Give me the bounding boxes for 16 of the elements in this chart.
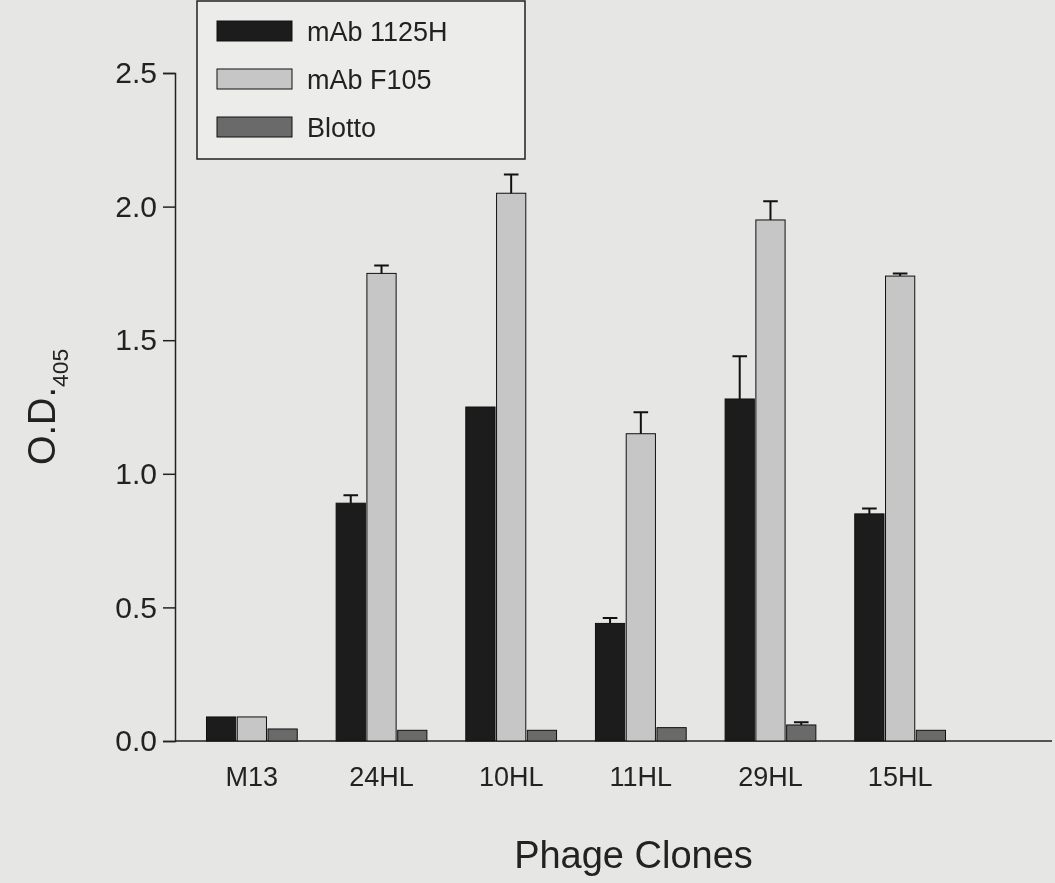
legend-label: mAb 1125H xyxy=(307,17,448,47)
x-axis-title: Phage Clones xyxy=(514,834,753,876)
x-tick-label: 11HL xyxy=(609,762,673,793)
y-tick-label: 1.0 xyxy=(115,456,157,490)
x-tick-label: 24HL xyxy=(349,762,414,793)
x-tick-label: 29HL xyxy=(738,762,803,793)
y-tick-label: 2.5 xyxy=(115,56,157,90)
legend-label: Blotto xyxy=(307,113,377,143)
y-tick-label: 2.0 xyxy=(115,189,157,223)
y-tick-label: 0.5 xyxy=(115,590,157,624)
x-tick-label: M13 xyxy=(225,762,279,793)
legend-label: mAb F105 xyxy=(307,65,432,95)
x-tick-label: 10HL xyxy=(478,762,544,793)
y-tick-label: 0.0 xyxy=(115,724,157,758)
y-tick-label: 1.5 xyxy=(115,323,157,357)
x-tick-label: 15HL xyxy=(867,762,933,793)
